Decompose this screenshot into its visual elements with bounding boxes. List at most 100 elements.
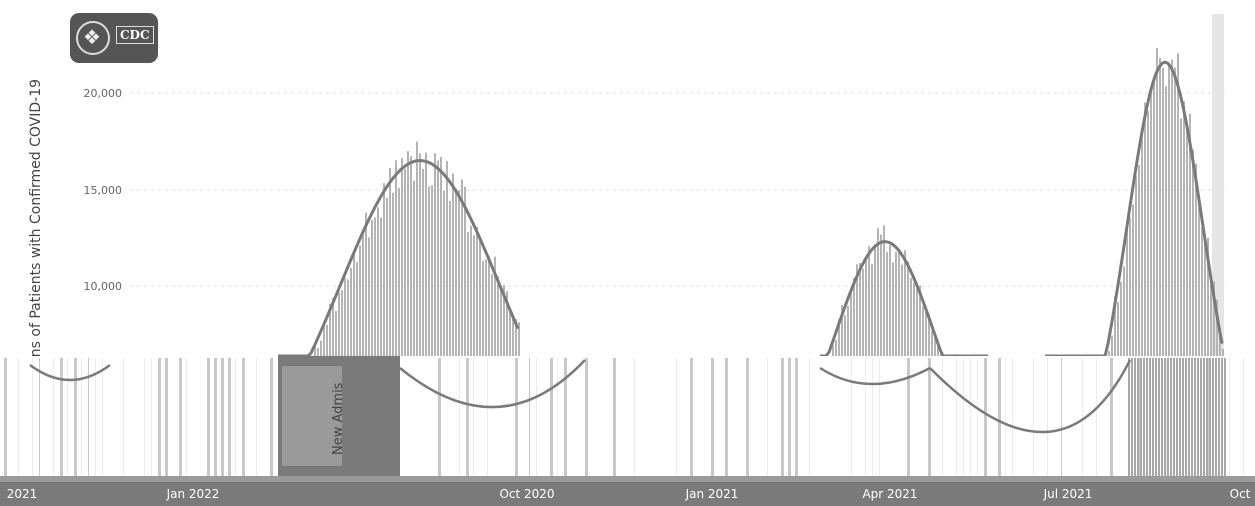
glitch-line <box>235 358 236 476</box>
bar <box>320 340 322 356</box>
bar <box>841 304 843 356</box>
x-axis-labels: 2021 Jan 2022 Oct 2020 Jan 2021 Apr 2021 Jul … <box>7 487 1251 501</box>
glitch-band <box>0 356 1255 480</box>
glitch-bar <box>1170 358 1172 476</box>
bar <box>461 179 463 356</box>
bar <box>479 236 481 356</box>
glitch-line <box>60 358 63 476</box>
glitch-line <box>963 358 964 476</box>
bar <box>434 153 436 356</box>
glitch-line <box>207 358 210 476</box>
glitch-line <box>67 358 68 476</box>
bar <box>1186 131 1188 356</box>
glitch-line <box>151 358 152 476</box>
x-tick-label: Apr 2021 <box>862 487 917 501</box>
bar <box>877 228 879 356</box>
glitch-bar <box>1155 358 1157 476</box>
glitch-bar <box>1188 358 1190 476</box>
bar <box>329 303 331 356</box>
dark-block-strip <box>282 366 342 466</box>
bar <box>1162 67 1164 357</box>
glitch-line <box>1243 358 1244 476</box>
glitch-line <box>1110 358 1113 476</box>
bar <box>886 252 888 356</box>
bar <box>506 291 508 356</box>
bar <box>1171 59 1173 357</box>
cdc-logo: ❖ CDC <box>70 13 158 63</box>
bar <box>1156 48 1158 356</box>
bar <box>1150 91 1152 357</box>
glitch-line <box>515 358 518 476</box>
glitch-line <box>438 358 441 476</box>
bar <box>386 197 388 356</box>
glitch-bar <box>1173 358 1175 476</box>
glitch-line <box>1096 358 1097 476</box>
glitch-line <box>165 358 168 476</box>
bar <box>1144 102 1146 357</box>
bar <box>1153 79 1155 357</box>
bar <box>389 168 391 356</box>
glitch-curve <box>399 359 586 409</box>
glitch-line <box>550 358 553 476</box>
bar <box>1168 64 1170 357</box>
bar <box>1123 266 1125 356</box>
bar <box>395 160 397 356</box>
glitch-line <box>4 358 7 476</box>
glitch-line <box>466 358 469 476</box>
bar <box>1126 223 1128 356</box>
bar <box>856 264 858 356</box>
glitch-line <box>158 358 161 476</box>
bar <box>937 342 939 356</box>
glitch-curve <box>819 366 931 386</box>
hhs-eagle-icon: ❖ <box>83 25 101 49</box>
bar <box>1210 277 1212 356</box>
glitch-line <box>221 358 224 476</box>
bar <box>356 262 358 356</box>
bar <box>365 212 367 356</box>
bar <box>847 305 849 356</box>
glitch-line <box>487 358 488 476</box>
glitch-bar <box>1212 358 1214 476</box>
glitch-line <box>1082 358 1083 476</box>
bar <box>1222 348 1224 356</box>
glitch-line <box>690 358 693 476</box>
glitch-line <box>1012 358 1013 476</box>
glitch-line <box>872 358 873 476</box>
bar <box>1141 133 1143 356</box>
bar <box>1183 100 1185 356</box>
glitch-line <box>879 358 880 476</box>
x-tick-label: Oct 2020 <box>499 487 554 501</box>
bar <box>859 262 861 356</box>
bar <box>344 277 346 356</box>
glitch-line <box>1138 358 1141 476</box>
glitch-line <box>242 358 245 476</box>
bar <box>494 256 496 356</box>
bar <box>1147 110 1149 357</box>
bar <box>380 217 382 356</box>
bar <box>1129 217 1131 356</box>
glitch-line <box>711 358 714 476</box>
bar <box>919 285 921 356</box>
glitch-line <box>186 358 187 476</box>
glitch-line <box>1229 358 1230 476</box>
bar <box>880 234 882 356</box>
glitch-line <box>81 358 82 476</box>
glitch-line <box>613 358 616 476</box>
glitch-line <box>634 358 635 476</box>
glitch-line <box>795 358 798 476</box>
hhs-circle-icon <box>76 21 110 55</box>
bar <box>500 289 502 356</box>
glitch-line <box>557 358 558 476</box>
glitch-line <box>781 358 784 476</box>
glitch-line <box>18 358 19 476</box>
bar <box>865 255 867 356</box>
glitch-line <box>970 358 971 476</box>
glitch-line <box>74 358 77 476</box>
bar <box>853 277 855 356</box>
bar <box>1201 226 1203 356</box>
bar <box>910 277 912 356</box>
y-axis-label: Admissions of Patients with Confirmed CO… <box>28 79 44 420</box>
glitch-line <box>123 358 124 476</box>
glitch-bar <box>1134 358 1136 476</box>
